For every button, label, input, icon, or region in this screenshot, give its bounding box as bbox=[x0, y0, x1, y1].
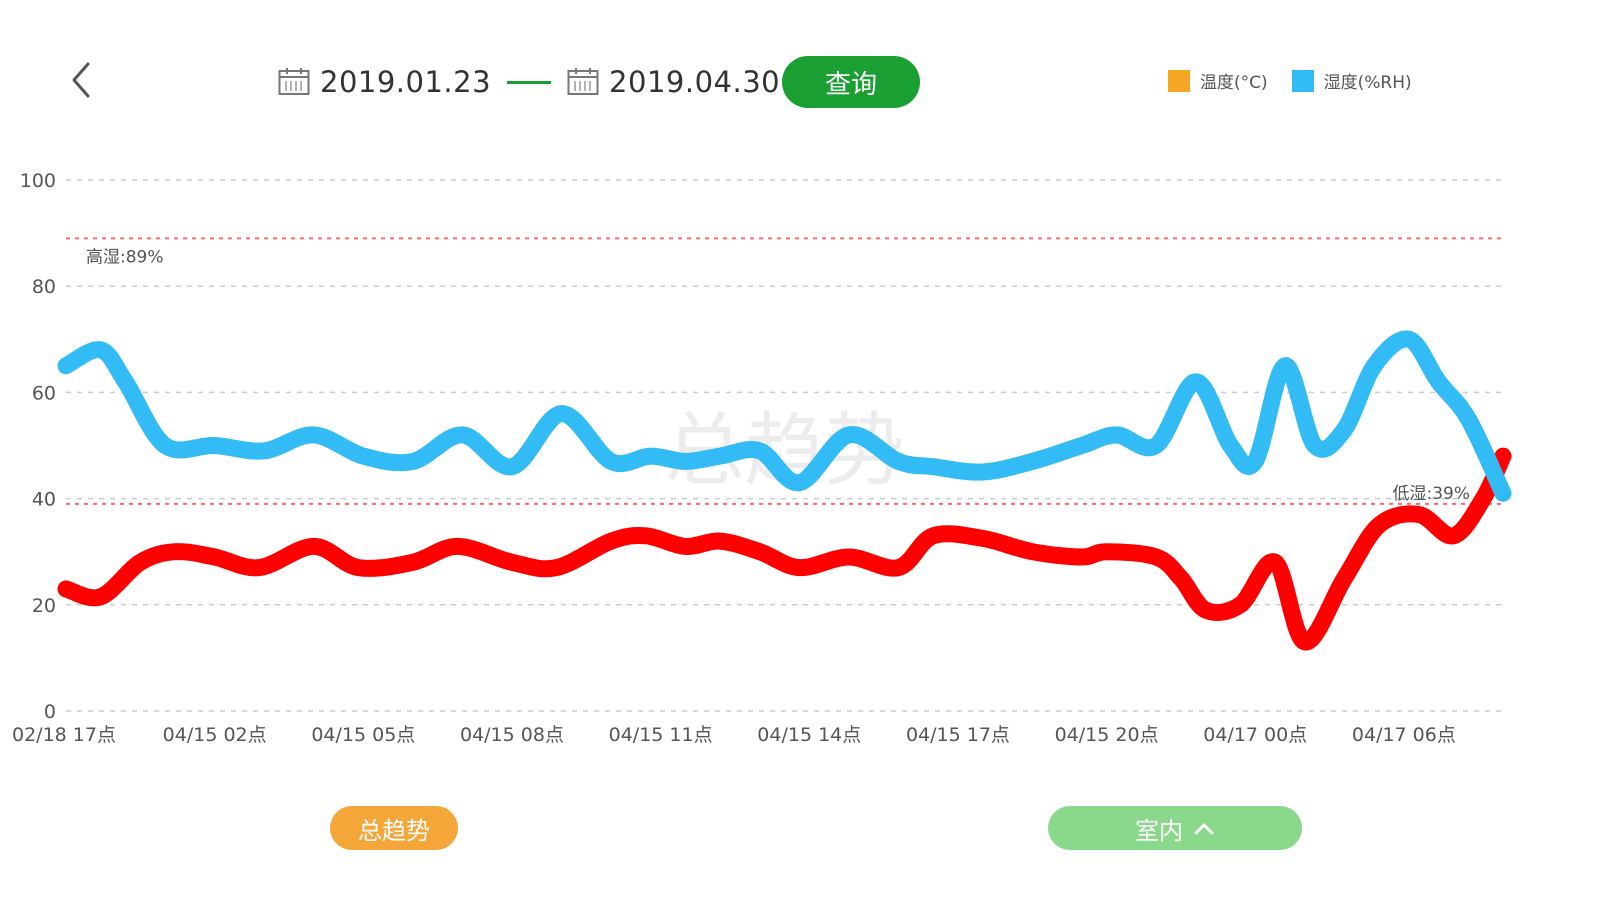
threshold-label: 低湿:39% bbox=[1392, 484, 1470, 504]
legend-swatch-temperature bbox=[1168, 69, 1190, 92]
calendar-icon bbox=[567, 68, 599, 95]
x-tick-label: 04/15 02点 bbox=[163, 724, 267, 746]
date-range: 2019.01.23 2019.04.30 bbox=[278, 56, 780, 108]
chevron-up-icon bbox=[1194, 823, 1214, 835]
y-tick-label: 80 bbox=[32, 276, 56, 298]
x-tick-label: 04/15 08点 bbox=[460, 724, 564, 746]
y-tick-label: 60 bbox=[32, 382, 56, 404]
legend-label-temperature: 温度(°C) bbox=[1200, 73, 1268, 93]
chart-legend: 温度(°C) 湿度(%RH) bbox=[1168, 68, 1436, 93]
end-date-picker[interactable]: 2019.04.30 bbox=[567, 65, 780, 99]
x-tick-label: 04/15 14点 bbox=[757, 724, 861, 746]
x-tick-label: 04/17 06点 bbox=[1352, 724, 1456, 746]
legend-item-temperature: 温度(°C) bbox=[1168, 68, 1268, 93]
start-date-picker[interactable]: 2019.01.23 bbox=[278, 65, 491, 99]
range-separator bbox=[507, 80, 552, 84]
y-tick-label: 0 bbox=[44, 701, 56, 723]
x-tick-label: 04/15 20点 bbox=[1055, 724, 1159, 746]
x-tick-label: 02/18 17点 bbox=[12, 724, 116, 746]
x-tick-label: 04/15 05点 bbox=[311, 724, 415, 746]
chevron-left-icon bbox=[72, 62, 90, 98]
query-button[interactable]: 查询 bbox=[782, 56, 920, 108]
humidity-line bbox=[57, 330, 1512, 502]
y-tick-label: 40 bbox=[32, 489, 56, 511]
y-tick-label: 20 bbox=[32, 595, 56, 617]
x-tick-label: 04/15 17点 bbox=[906, 724, 1010, 746]
start-date-text: 2019.01.23 bbox=[320, 65, 492, 99]
calendar-icon bbox=[278, 68, 310, 95]
end-date-text: 2019.04.30 bbox=[609, 65, 781, 99]
legend-item-humidity: 湿度(%RH) bbox=[1291, 68, 1412, 93]
x-tick-label: 04/17 00点 bbox=[1203, 724, 1307, 746]
total-trend-label: 总趋势 bbox=[358, 816, 430, 845]
room-selector-label: 室内 bbox=[1135, 816, 1183, 845]
total-trend-button[interactable]: 总趋势 bbox=[330, 806, 458, 850]
threshold-label: 高湿:89% bbox=[86, 247, 164, 267]
temperature-line bbox=[57, 447, 1512, 651]
y-tick-label: 100 bbox=[20, 170, 56, 192]
legend-swatch-humidity bbox=[1291, 69, 1314, 92]
x-tick-label: 04/15 11点 bbox=[609, 724, 713, 746]
room-selector-button[interactable]: 室内 bbox=[1048, 806, 1302, 850]
legend-label-humidity: 湿度(%RH) bbox=[1323, 73, 1412, 93]
back-button[interactable] bbox=[62, 58, 102, 102]
